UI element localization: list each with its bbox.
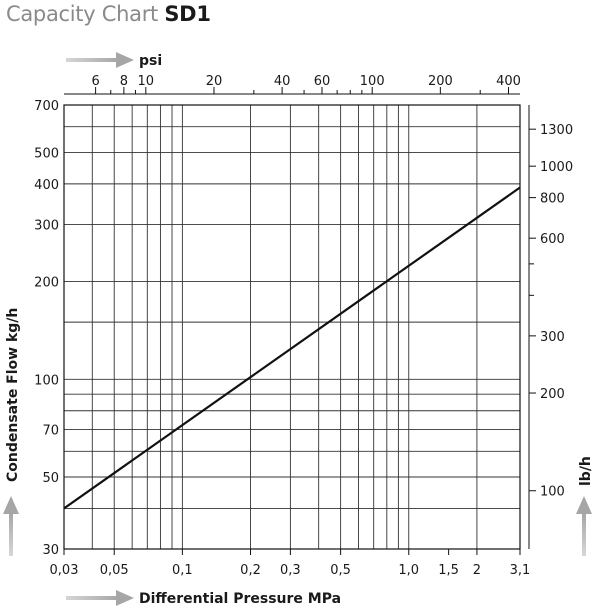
y-tick-label: 100 (34, 373, 59, 388)
y-tick-label: 700 (34, 99, 59, 114)
psi-tick-label: 20 (206, 74, 223, 89)
y-tick-label: 50 (42, 471, 59, 486)
chart-title-text: Capacity Chart (6, 2, 158, 26)
lbh-tick-label: 100 (540, 485, 565, 500)
psi-arrow-icon (66, 52, 134, 68)
x-tick-label: 0,2 (240, 563, 261, 578)
x-axis-label: Differential Pressure MPa (139, 591, 341, 607)
y-axis-ticks: 30 50 70 100 200 300 400 500 700 (34, 99, 59, 558)
x-tick-label: 1,5 (438, 563, 459, 578)
plot-border (63, 104, 521, 550)
chart-model: SD1 (164, 2, 211, 26)
x-tick-label: 0,3 (280, 563, 301, 578)
psi-axis: 6 8 10 20 40 60 100 200 400 (64, 74, 521, 95)
x-tick-label: 3,1 (510, 563, 531, 578)
y-axis-label: Condensate Flow kg/h (5, 308, 21, 482)
lbh-axis: 100 200 300 600 800 1000 1300 (528, 105, 573, 549)
y-tick-label: 300 (34, 218, 59, 233)
psi-tick-label: 60 (314, 74, 331, 89)
x-tick-label: 2 (473, 563, 481, 578)
x-tick-label: 1,0 (398, 563, 419, 578)
lbh-tick-label: 300 (540, 330, 565, 345)
lbh-tick-label: 1300 (540, 123, 573, 138)
lbh-tick-label: 1000 (540, 160, 573, 175)
lbh-tick-label: 600 (540, 232, 565, 247)
x-axis-ticks: 0,03 0,05 0,1 0,2 0,3 0,5 1,0 1,5 2 3,1 (50, 549, 531, 578)
psi-tick-label: 40 (274, 74, 291, 89)
x2-axis-label: psi (139, 53, 162, 69)
psi-tick-label: 6 (91, 74, 99, 89)
series-layer (63, 186, 521, 510)
y2-axis-label: lb/h (578, 456, 594, 486)
mpa-arrow-icon (66, 590, 134, 606)
psi-tick-label: 200 (428, 74, 453, 89)
y-tick-label: 70 (42, 424, 59, 439)
chart-title: Capacity Chart SD1 (6, 2, 211, 26)
psi-tick-label: 100 (360, 74, 385, 89)
psi-tick-label: 8 (120, 74, 128, 89)
x-tick-label: 0,5 (330, 563, 351, 578)
series-line (63, 186, 521, 510)
lbh-tick-label: 800 (540, 192, 565, 207)
x-tick-label: 0,1 (172, 563, 193, 578)
psi-tick-label: 10 (138, 74, 155, 89)
y-tick-label: 400 (34, 178, 59, 193)
kgh-arrow-icon (3, 496, 19, 556)
y-tick-label: 500 (34, 146, 59, 161)
x-tick-label: 0,05 (100, 563, 129, 578)
psi-tick-label: 400 (496, 74, 521, 89)
lbh-arrow-icon (576, 496, 592, 556)
y-tick-label: 30 (42, 543, 59, 558)
lbh-tick-label: 200 (540, 387, 565, 402)
y-tick-label: 200 (34, 276, 59, 291)
grid-lines (64, 105, 520, 549)
x-tick-label: 0,03 (50, 563, 79, 578)
